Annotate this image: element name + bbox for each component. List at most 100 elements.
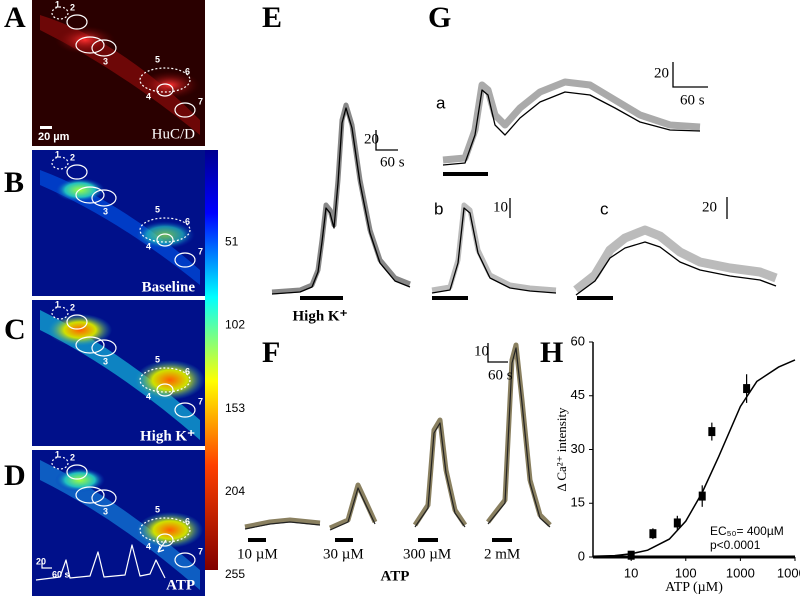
cell-outline	[139, 67, 191, 93]
data-point	[708, 427, 716, 437]
cell-label: 2	[70, 152, 75, 162]
cell-label: 1	[55, 449, 60, 459]
cell-label: 3	[103, 356, 108, 366]
cell-label: 4	[146, 91, 151, 101]
cell-outline	[91, 339, 117, 357]
cell-outline	[51, 6, 69, 20]
cell-label: 5	[155, 354, 160, 364]
trace-label: b	[434, 199, 443, 218]
cell-label: 3	[103, 56, 108, 66]
cell-outline	[156, 533, 174, 547]
image-a	[32, 0, 205, 146]
scale-label: 60 s	[488, 367, 513, 383]
cell-outlines	[51, 6, 196, 568]
data-point	[698, 491, 706, 501]
image-label: High K⁺	[140, 428, 195, 444]
data-point	[649, 529, 657, 539]
colorbar-tick-label: 153	[225, 401, 245, 415]
x-tick-label: 1000	[726, 565, 755, 580]
y-tick-label: 30	[571, 441, 585, 456]
cell-outline	[66, 164, 88, 180]
cell-outline	[91, 39, 117, 57]
cell-outline	[66, 464, 88, 480]
panel-label: B	[4, 166, 24, 199]
cell-label: 3	[103, 506, 108, 516]
scale-label: 20	[364, 131, 379, 147]
scale-label: 10	[474, 343, 489, 359]
cell-label: 1	[55, 0, 60, 9]
cell-outline	[139, 517, 191, 543]
scale-label: 20	[702, 199, 717, 215]
trace-label: a	[436, 93, 446, 112]
colorbar-tick-label: 255	[225, 567, 245, 581]
cell-outline	[174, 552, 196, 568]
scale-label: 60 s	[52, 569, 70, 579]
x-axis-label: ATP (µM)	[665, 580, 723, 595]
cell-label: 3	[103, 206, 108, 216]
dose-label: 300 µM	[403, 546, 451, 562]
cell-label: 6	[185, 516, 190, 526]
chart-h: 0 15 30 45 60 10 100 1000 10000 ATP (µM) Δ Ca²⁺ in…	[554, 333, 800, 595]
cell-outline	[66, 314, 88, 330]
y-axis-label: Δ Ca²⁺ intensity	[554, 407, 569, 492]
scale-bar-label: 20 µm	[38, 131, 70, 143]
cell-outline	[91, 489, 117, 507]
image-d	[32, 450, 205, 596]
panel-label: C	[4, 313, 26, 346]
scale-label: 60 s	[680, 92, 705, 108]
cell-outline	[174, 252, 196, 268]
cell-outline	[51, 456, 69, 470]
cell-label: 1	[55, 299, 60, 309]
data-point	[627, 550, 635, 560]
cell-outline	[139, 217, 191, 243]
cell-outline	[91, 189, 117, 207]
x-tick-label: 10	[624, 565, 638, 580]
x-tick-label: 100	[675, 565, 697, 580]
dose-label: 30 µM	[323, 546, 364, 562]
cell-outline	[75, 36, 105, 54]
cell-outline	[51, 156, 69, 170]
cell-label: 5	[155, 54, 160, 64]
cell-outline	[51, 306, 69, 320]
y-tick-label: 45	[571, 387, 585, 402]
stimulus-label: High K⁺	[292, 308, 347, 324]
cell-outline	[156, 383, 174, 397]
data-point	[743, 384, 751, 394]
cell-label: 4	[146, 391, 151, 401]
cell-outline	[75, 336, 105, 354]
y-tick-label: 60	[571, 333, 585, 348]
image-label: ATP	[166, 577, 195, 593]
cell-outline	[174, 402, 196, 418]
panel-label: E	[262, 1, 282, 34]
cell-label: 7	[198, 546, 203, 556]
image-b	[32, 150, 205, 296]
panel-label: G	[428, 1, 451, 34]
cell-label: 2	[70, 2, 75, 12]
cell-label: 6	[185, 366, 190, 376]
cell-label: 4	[146, 541, 151, 551]
cell-outline	[75, 486, 105, 504]
cell-outline	[66, 14, 88, 30]
panel-label: H	[540, 336, 563, 369]
colorbar-tick-label: 102	[225, 318, 245, 332]
cell-outline	[156, 83, 174, 97]
data-point	[673, 518, 681, 528]
x-tick-label: 10000	[777, 565, 800, 580]
y-tick-label: 15	[571, 495, 585, 510]
scale-bar	[40, 126, 52, 129]
image-label: HuC/D	[152, 126, 196, 142]
panel-label: A	[4, 1, 26, 34]
colorbar-tick-label: 51	[225, 234, 239, 248]
dose-label: 10 µM	[237, 546, 278, 562]
stimulus-label: ATP	[381, 568, 410, 584]
scale-label: 10	[493, 199, 508, 215]
colorbar-tick-label: 204	[225, 484, 245, 498]
cell-label: 1	[55, 149, 60, 159]
scale-label: 60 s	[380, 154, 405, 170]
image-c	[32, 300, 205, 446]
cell-label: 6	[185, 216, 190, 226]
cell-label: 4	[146, 241, 151, 251]
cell-label: 7	[198, 396, 203, 406]
trace-label: c	[600, 199, 609, 218]
cell-label: 5	[155, 204, 160, 214]
